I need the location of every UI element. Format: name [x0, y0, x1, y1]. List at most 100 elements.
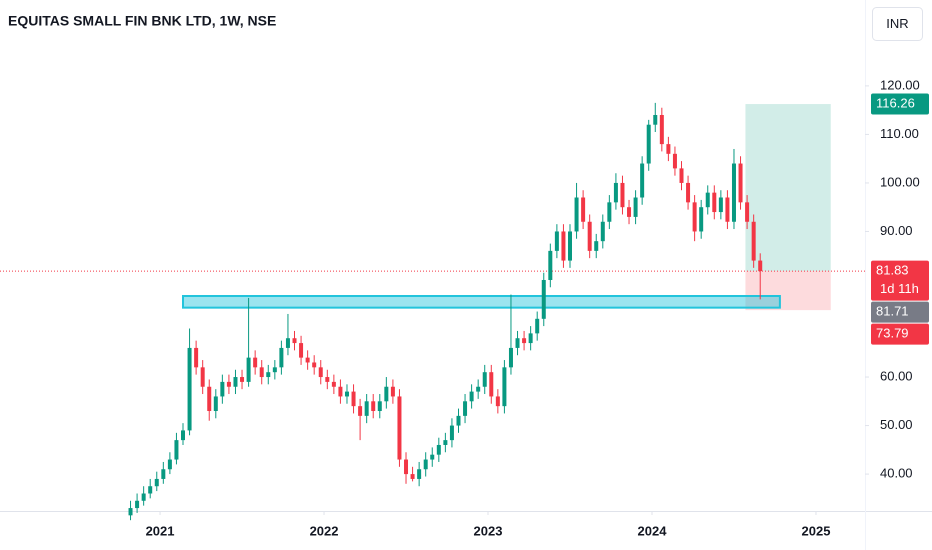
- price-label: 116.26: [876, 95, 915, 110]
- candle-body: [627, 207, 632, 217]
- candle-body: [528, 333, 533, 344]
- price-label-box: [871, 323, 929, 345]
- candle-body: [515, 338, 520, 348]
- candle-body: [495, 396, 500, 407]
- candle-body: [725, 197, 730, 222]
- x-tick-label: 2025: [802, 523, 831, 538]
- candle-body: [161, 469, 166, 479]
- y-tick-label: 110.00: [880, 126, 919, 141]
- candle-body: [371, 401, 376, 412]
- candle-body: [279, 347, 284, 368]
- candle-body: [213, 396, 218, 412]
- candle-body: [463, 401, 468, 416]
- candle-body: [240, 377, 245, 382]
- candle-body: [469, 391, 474, 402]
- candle-body: [292, 338, 297, 344]
- y-tick-label: 50.00: [880, 417, 913, 432]
- candle-body: [567, 231, 572, 261]
- price-label-box: [871, 301, 929, 323]
- candle-body: [686, 182, 691, 203]
- candle-body: [417, 469, 422, 479]
- target-zone: [745, 104, 831, 272]
- candle-body: [600, 221, 605, 242]
- candle-body: [718, 197, 723, 213]
- candle-body: [449, 425, 454, 441]
- candle-body: [430, 454, 435, 460]
- candle-body: [679, 168, 684, 183]
- y-tick-label: 100.00: [880, 174, 920, 189]
- candle-body: [705, 192, 710, 208]
- candle-body: [502, 367, 507, 407]
- candle-body: [508, 347, 513, 368]
- stop-zone: [745, 271, 831, 311]
- candle-body: [325, 377, 330, 382]
- candle-body: [561, 231, 566, 261]
- candle-body: [443, 440, 448, 445]
- x-tick-label: 2022: [310, 523, 339, 538]
- x-tick-label: 2021: [146, 523, 175, 538]
- candle-body: [246, 357, 251, 382]
- candle-body: [738, 163, 743, 203]
- candle-body: [187, 347, 192, 431]
- candle-body: [128, 508, 133, 516]
- candle-body: [666, 144, 671, 154]
- currency-label[interactable]: INR: [886, 16, 908, 31]
- candle-body: [535, 318, 540, 334]
- price-label-box: [871, 260, 929, 301]
- candle-body: [272, 367, 277, 373]
- candle-body: [384, 386, 389, 402]
- candle-body: [712, 192, 717, 213]
- candle-body: [377, 401, 382, 412]
- price-label: 81.83: [876, 263, 909, 278]
- currency-button[interactable]: [872, 7, 923, 41]
- candle-body: [613, 182, 618, 203]
- candle-body: [640, 163, 645, 198]
- candle-body: [692, 202, 697, 232]
- candle-body: [338, 386, 343, 397]
- candle-body: [476, 386, 481, 392]
- x-tick-label: 2023: [474, 523, 503, 538]
- candle-body: [181, 430, 186, 441]
- candle-body: [423, 459, 428, 470]
- candle-body: [699, 207, 704, 232]
- candle-body: [659, 115, 664, 145]
- candle-body: [351, 391, 356, 407]
- candle-body: [745, 202, 750, 222]
- price-label-box: [871, 93, 929, 115]
- candle-body: [331, 381, 336, 387]
- candle-body: [620, 182, 625, 208]
- candle-body: [135, 500, 140, 509]
- candle-body: [167, 459, 172, 470]
- candle-body: [200, 367, 205, 387]
- candle-body: [456, 415, 461, 426]
- candle-body: [397, 396, 402, 460]
- y-tick-label: 90.00: [880, 223, 913, 238]
- candle-body: [305, 357, 310, 363]
- candle-body: [364, 401, 369, 416]
- candle-body: [253, 357, 258, 368]
- candle-body: [587, 221, 592, 251]
- candle-body: [581, 197, 586, 222]
- candle-body: [318, 367, 323, 378]
- x-tick-label: 2024: [638, 523, 668, 538]
- candle-body: [226, 381, 231, 387]
- candle-body: [751, 221, 756, 261]
- support-zone: [182, 295, 781, 309]
- plot-area: [0, 102, 865, 521]
- candle-body: [312, 362, 317, 368]
- price-label: 81.71: [876, 304, 909, 319]
- candle-body: [390, 386, 395, 397]
- candle-body: [554, 231, 559, 251]
- candle-body: [174, 440, 179, 460]
- candle-body: [548, 250, 553, 280]
- y-tick-label: 60.00: [880, 368, 913, 383]
- candle-body: [574, 197, 579, 232]
- candle-body: [404, 459, 409, 475]
- price-label-countdown: 1d 11h: [880, 281, 919, 296]
- candle-body: [148, 486, 153, 494]
- candle-body: [594, 241, 599, 251]
- candle-body: [141, 493, 146, 501]
- candle-body: [633, 197, 638, 217]
- candle-body: [758, 260, 763, 272]
